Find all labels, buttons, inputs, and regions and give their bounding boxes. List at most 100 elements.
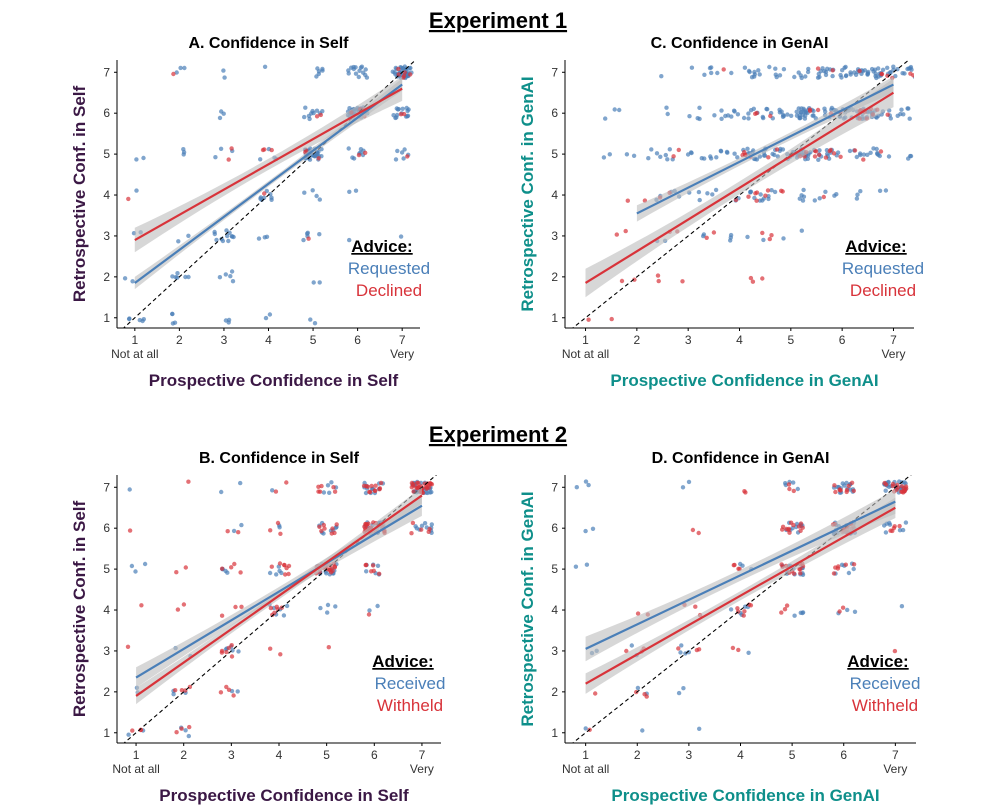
data-point — [268, 192, 273, 197]
data-point — [268, 646, 273, 651]
data-point — [758, 192, 763, 197]
data-point — [817, 152, 822, 157]
data-point — [827, 148, 832, 154]
data-point — [926, 67, 930, 71]
legend-item-received: Received — [375, 674, 446, 693]
data-point — [122, 276, 128, 281]
data-point — [655, 273, 661, 278]
x-tick-label: 2 — [180, 748, 187, 762]
data-point — [186, 733, 191, 739]
data-point — [736, 647, 741, 653]
data-point — [353, 188, 359, 193]
data-point — [711, 230, 717, 235]
data-point — [796, 106, 801, 111]
data-point — [837, 487, 842, 493]
data-point — [629, 643, 634, 648]
data-point — [316, 489, 321, 494]
data-point — [186, 274, 191, 280]
data-point — [408, 72, 413, 77]
data-point — [426, 482, 432, 487]
data-point — [831, 571, 837, 576]
data-point — [405, 114, 410, 119]
y-tick-label: 7 — [551, 480, 558, 494]
data-point — [401, 156, 406, 161]
data-point — [846, 483, 851, 488]
data-point — [625, 198, 630, 203]
data-point — [624, 152, 630, 157]
data-point — [419, 523, 425, 528]
x-tick-label: 6 — [354, 333, 361, 347]
data-point — [268, 605, 274, 611]
data-point — [332, 489, 338, 494]
data-point — [799, 75, 804, 81]
data-point — [728, 235, 733, 240]
fit-line-declined — [584, 91, 895, 284]
data-point — [907, 116, 912, 121]
data-point — [219, 236, 224, 242]
x-tick-label: 5 — [789, 748, 796, 762]
legend-item-requested: Requested — [842, 259, 924, 278]
data-point — [583, 479, 589, 484]
data-point — [351, 66, 356, 72]
data-point — [676, 690, 682, 696]
identity-line — [123, 475, 438, 743]
data-point — [214, 237, 219, 243]
legend-title: Advice: — [847, 652, 908, 671]
data-point — [823, 155, 829, 160]
data-point — [781, 236, 786, 241]
data-point — [695, 116, 700, 121]
data-point — [746, 194, 751, 199]
data-point — [929, 113, 933, 117]
data-point — [134, 188, 139, 193]
data-point — [865, 71, 871, 76]
data-point — [697, 726, 702, 731]
y-tick-label: 3 — [103, 229, 110, 243]
data-point — [329, 531, 334, 536]
data-point — [325, 602, 331, 608]
panel-title: B. Confidence in Self — [199, 450, 360, 467]
data-point — [405, 154, 410, 159]
data-point — [258, 157, 263, 162]
data-point — [883, 188, 889, 193]
data-point — [212, 229, 217, 235]
data-point — [858, 189, 863, 194]
data-point — [761, 115, 766, 121]
data-point — [573, 564, 579, 569]
data-point — [229, 643, 234, 648]
data-point — [373, 483, 378, 488]
data-point — [133, 569, 138, 574]
data-point — [757, 198, 763, 203]
data-point — [750, 279, 756, 284]
x-axis-label: Prospective Confidence in GenAI — [610, 371, 878, 390]
data-point — [690, 527, 696, 533]
identity-line — [122, 60, 417, 328]
data-point — [369, 483, 374, 489]
fit-line-received — [135, 504, 423, 679]
data-point — [917, 68, 921, 72]
data-point — [358, 147, 364, 152]
y-tick-label: 6 — [103, 106, 110, 120]
data-point — [931, 74, 935, 78]
y-tick-label: 7 — [551, 65, 558, 79]
data-point — [899, 107, 904, 112]
y-tick-label: 1 — [551, 311, 558, 325]
data-point — [367, 489, 372, 495]
data-point — [780, 524, 786, 529]
data-point — [773, 72, 778, 77]
data-point — [729, 70, 734, 76]
data-point — [646, 156, 651, 161]
experiment-1-title: Experiment 1 — [429, 8, 567, 33]
data-point — [746, 116, 751, 121]
data-point — [777, 107, 782, 113]
data-point — [391, 113, 396, 118]
data-point — [366, 612, 372, 617]
data-point — [274, 572, 279, 577]
data-point — [181, 602, 187, 607]
data-point — [623, 228, 628, 234]
data-point — [328, 570, 334, 575]
data-point — [883, 488, 888, 493]
data-point — [364, 569, 369, 574]
data-point — [278, 531, 283, 536]
y-axis-label: Retrospective Conf. in Self — [70, 86, 89, 303]
